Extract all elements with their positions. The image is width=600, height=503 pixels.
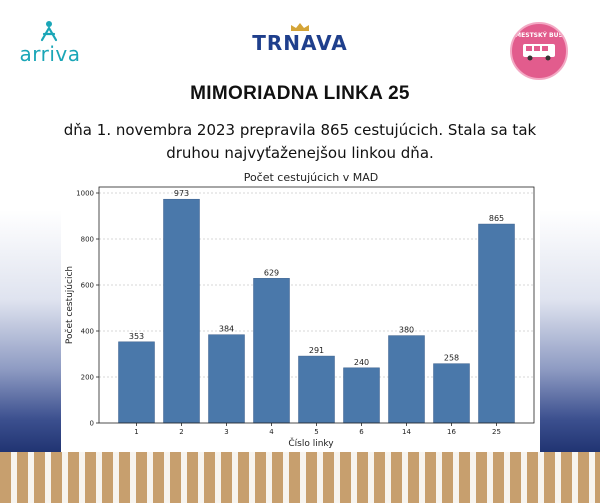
bar (298, 355, 335, 424)
bar (433, 363, 470, 424)
bar-value-label: 973 (174, 189, 189, 198)
y-tick-label: 800 (81, 236, 94, 244)
x-tick-label: 1 (134, 428, 138, 436)
arriva-figure-icon (40, 21, 58, 42)
bar (388, 335, 425, 424)
x-tick-label: 16 (447, 428, 456, 436)
chart-axes: 0 200 400 600 800 1000 1 2 3 4 5 6 14 16 25 (76, 186, 535, 436)
chart-title: Počet cestujúcich v MAD (244, 171, 379, 184)
x-tick-label: 3 (224, 428, 228, 436)
crown-icon (291, 23, 309, 31)
bar-value-label: 384 (219, 325, 234, 334)
bar-value-label: 291 (309, 346, 324, 355)
x-tick-label: 5 (314, 428, 318, 436)
bar (478, 223, 515, 424)
bar-value-label: 865 (489, 214, 504, 223)
passenger-bar-chart: Počet cestujúcich v MAD Číslo linky Poče… (64, 171, 535, 449)
bar (343, 367, 380, 424)
chart-bars: 353 973 384 629 291 240 380 258 865 (118, 189, 515, 424)
decorative-stripes (0, 452, 600, 503)
y-tick-label: 400 (81, 328, 94, 336)
bar-value-label: 380 (399, 326, 414, 335)
bus-icon (523, 44, 555, 61)
x-tick-label: 14 (402, 428, 411, 436)
chart-y-axis-label: Počet cestujúcich (64, 266, 75, 344)
page-subtitle: dňa 1. novembra 2023 prepravila 865 cest… (63, 121, 537, 162)
mestsky-bus-logo: MESTSKÝ BUS (510, 22, 568, 80)
y-tick-label: 600 (81, 282, 94, 290)
x-tick-label: 2 (179, 428, 183, 436)
page-title: MIMORIADNA LINKA 25 (190, 83, 410, 104)
y-tick-label: 200 (81, 374, 94, 382)
chart-container: Počet cestujúcich v MAD Číslo linky Poče… (61, 167, 540, 452)
bar-value-label: 258 (444, 354, 459, 363)
x-tick-label: 6 (359, 428, 364, 436)
mestsky-bus-text: MESTSKÝ BUS (515, 32, 563, 39)
bar (118, 341, 155, 424)
arriva-logo: arriva (18, 20, 82, 66)
bar-value-label: 240 (354, 358, 369, 367)
trnava-logo: TRNAVA (240, 22, 360, 60)
bar (253, 278, 290, 424)
bar (208, 334, 245, 424)
y-tick-label: 1000 (76, 190, 94, 198)
bar-value-label: 629 (264, 268, 279, 277)
bar-value-label: 353 (129, 332, 144, 341)
y-tick-label: 0 (90, 420, 94, 428)
arriva-wordmark: arriva (19, 42, 81, 66)
x-tick-label: 4 (269, 428, 274, 436)
trnava-wordmark: TRNAVA (252, 31, 348, 55)
x-tick-label: 25 (492, 428, 501, 436)
bar (163, 198, 200, 424)
chart-x-axis-label: Číslo linky (288, 437, 334, 449)
